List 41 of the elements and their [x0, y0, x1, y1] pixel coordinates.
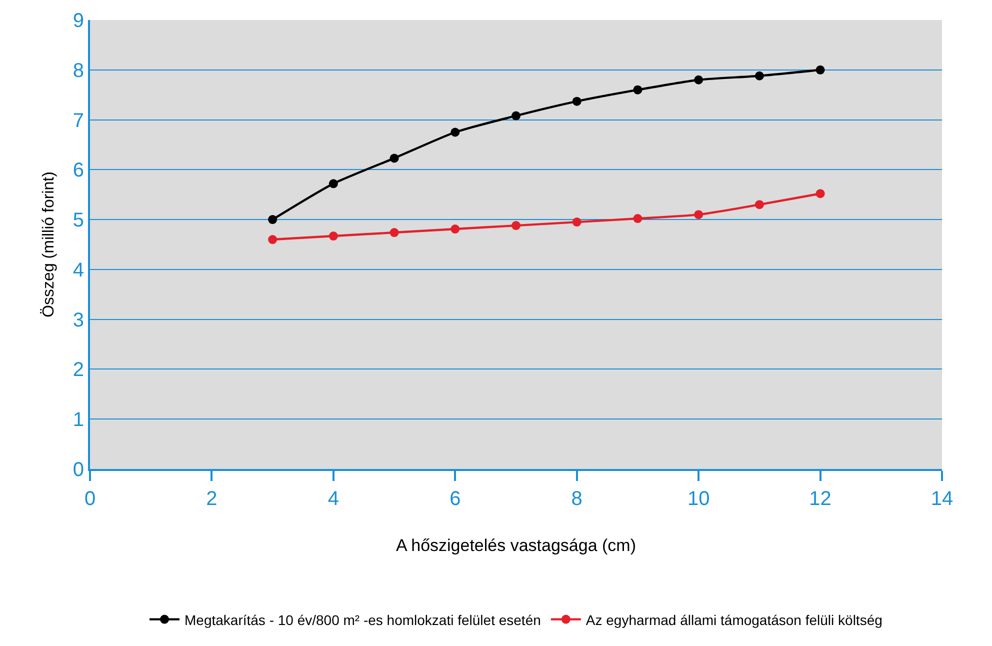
- point: [572, 96, 582, 106]
- point: [816, 65, 825, 74]
- point: [754, 71, 764, 80]
- x-axis-title: A hőszigetelés vastagsága (cm): [396, 536, 636, 555]
- point: [328, 179, 338, 188]
- point: [390, 154, 399, 163]
- x-tick-label: 8: [571, 488, 582, 510]
- y-tick-label: 4: [72, 259, 84, 282]
- point: [390, 228, 399, 238]
- point: [268, 235, 278, 244]
- x-tick-label: 12: [809, 488, 832, 510]
- x-tick-label: 6: [450, 488, 461, 510]
- point: [328, 232, 338, 241]
- y-axis-title: Összeg (millió forint): [39, 172, 58, 318]
- point: [694, 210, 704, 220]
- point: [572, 218, 582, 227]
- point: [754, 200, 764, 210]
- y-tick-label: 2: [72, 359, 84, 382]
- y-tick-label: 1: [72, 409, 84, 432]
- legend-label: Megtakarítás - 10 év/800 m² -es homlokzati felület esetén: [184, 612, 541, 628]
- point: [694, 75, 704, 84]
- y-tick-label: 5: [72, 210, 84, 232]
- point: [512, 111, 520, 120]
- y-tick-label: 6: [72, 160, 84, 182]
- x-tick-label: 4: [328, 488, 339, 510]
- legend-label: Az egyharmad állami támogatáson felüli költség: [586, 612, 882, 628]
- point: [268, 215, 278, 224]
- y-tick-label: 0: [72, 459, 84, 481]
- point: [512, 221, 520, 230]
- point: [633, 214, 642, 224]
- x-tick-label: 2: [206, 488, 218, 510]
- x-tick-label: 10: [687, 488, 710, 510]
- point: [450, 224, 460, 234]
- y-tick-label: 3: [72, 309, 84, 332]
- x-tick-label: 14: [930, 488, 954, 510]
- y-tick-label: 8: [72, 60, 84, 82]
- point: [450, 128, 460, 137]
- y-tick-label: 9: [72, 10, 84, 32]
- y-tick-label: 7: [72, 110, 84, 132]
- point: [633, 85, 642, 94]
- point: [816, 189, 825, 198]
